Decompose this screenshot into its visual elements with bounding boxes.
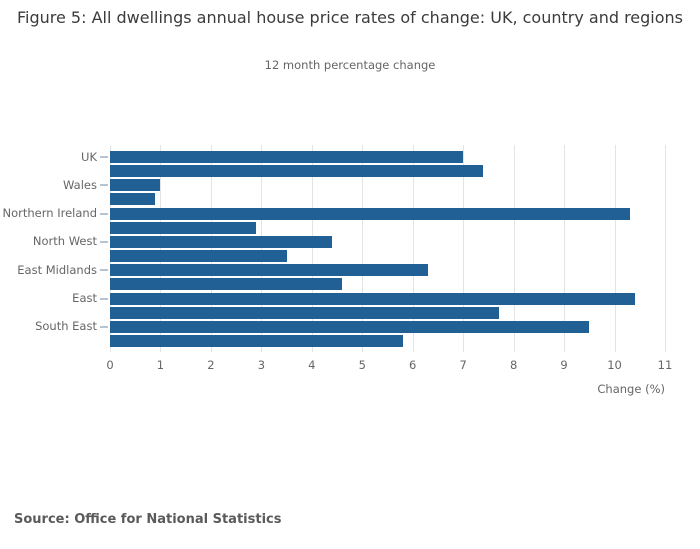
gridline bbox=[311, 145, 313, 352]
x-tick-label: 3 bbox=[257, 358, 266, 372]
y-tick-mark bbox=[100, 184, 108, 187]
gridline bbox=[362, 145, 364, 352]
bar-wales-bottom-bar bbox=[110, 193, 156, 206]
x-tick-label: 6 bbox=[409, 358, 417, 372]
category-label-wales: Wales bbox=[63, 177, 97, 192]
bar-north-west-bottom-bar bbox=[110, 249, 287, 262]
category-label-east-midlands: East Midlands bbox=[17, 262, 97, 277]
category-label-south-east: South East bbox=[35, 319, 97, 334]
x-tick-label: 2 bbox=[207, 358, 215, 372]
gridline bbox=[160, 145, 162, 352]
x-tick-label: 4 bbox=[308, 358, 316, 372]
x-tick-label: 1 bbox=[156, 358, 165, 372]
category-label-north-west: North West bbox=[32, 234, 97, 249]
gridline bbox=[564, 145, 566, 352]
x-axis-title: Change (%) bbox=[597, 382, 665, 396]
gridline bbox=[463, 145, 465, 352]
bar-east-bottom-bar bbox=[110, 306, 499, 319]
y-tick-mark bbox=[100, 212, 108, 215]
gridline bbox=[665, 145, 666, 352]
bar-south-east-top-bar bbox=[110, 320, 590, 333]
x-tick-label: 11 bbox=[657, 358, 673, 372]
y-tick-mark bbox=[100, 156, 108, 158]
bar-uk-bottom-bar bbox=[110, 165, 484, 177]
figure-subtitle: 12 month percentage change bbox=[264, 58, 436, 72]
gridline bbox=[614, 145, 616, 352]
bar-chart: Change (%) 0 1 2 3 4 5 6 7 8 9 10 11 UK Wales Northern… bbox=[2, 145, 673, 396]
category-label-east: East bbox=[72, 291, 97, 305]
x-tick-label: 0 bbox=[106, 358, 114, 372]
x-tick-label: 10 bbox=[607, 358, 622, 372]
bar-south-east-bottom-bar bbox=[110, 334, 403, 347]
y-tick-mark bbox=[100, 325, 108, 328]
category-label-uk: UK bbox=[81, 149, 97, 164]
bar-east-top-bar bbox=[110, 292, 635, 305]
y-tick-mark bbox=[100, 297, 108, 300]
bar-north-west-top-bar bbox=[110, 235, 332, 248]
bar-wales-top-bar bbox=[110, 179, 161, 192]
x-tick-label: 5 bbox=[358, 358, 366, 372]
x-tick-label: 9 bbox=[560, 358, 568, 372]
y-tick-mark bbox=[100, 269, 108, 272]
x-tick-label: 7 bbox=[459, 358, 467, 372]
gridline bbox=[513, 145, 515, 352]
x-tick-label: 8 bbox=[509, 358, 518, 372]
gridline bbox=[261, 145, 263, 352]
gridline bbox=[110, 145, 111, 352]
bar-east-midlands-top-bar bbox=[110, 264, 428, 277]
bar-northern-ireland-top-bar bbox=[110, 207, 630, 220]
bar-northern-ireland-bottom-bar bbox=[110, 221, 257, 234]
category-label-northern-ireland: Northern Ireland bbox=[2, 206, 97, 221]
y-tick-mark bbox=[100, 240, 108, 243]
bar-east-midlands-bottom-bar bbox=[110, 278, 343, 291]
source-note: Source: Office for National Statistics bbox=[14, 512, 282, 527]
figure-title: Figure 5: All dwellings annual house pri… bbox=[16, 8, 684, 27]
gridline bbox=[412, 145, 414, 352]
gridline bbox=[210, 145, 212, 352]
bar-uk-top-bar bbox=[110, 151, 464, 163]
